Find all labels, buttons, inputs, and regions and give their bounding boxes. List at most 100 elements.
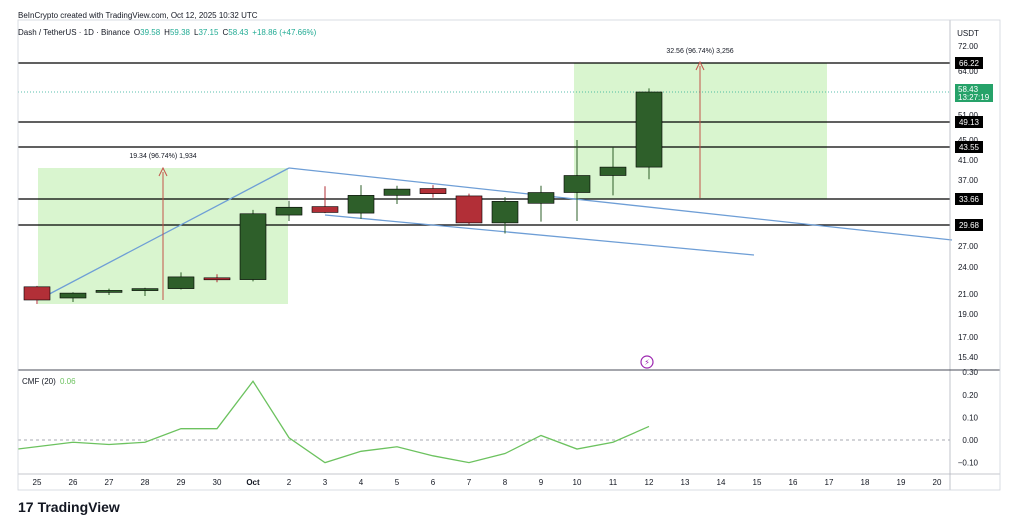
time-tick-9: 4 bbox=[359, 478, 364, 487]
price-tick-1: 64.00 bbox=[958, 67, 979, 76]
time-tick-2: 27 bbox=[105, 478, 114, 487]
level-badge-2 bbox=[955, 141, 983, 153]
lightning-icon: ⚡ bbox=[644, 358, 650, 367]
time-tick-14: 9 bbox=[539, 478, 544, 487]
currency-label: USDT bbox=[957, 29, 979, 38]
time-tick-15: 10 bbox=[573, 478, 582, 487]
ohlc-high: H59.38 bbox=[164, 28, 190, 37]
level-badge-text-0: 66.22 bbox=[959, 59, 980, 68]
time-tick-20: 15 bbox=[753, 478, 762, 487]
candle-0 bbox=[23, 285, 51, 304]
candle-5 bbox=[203, 274, 231, 283]
candle-body bbox=[167, 276, 195, 289]
time-tick-0: 25 bbox=[33, 478, 42, 487]
candle-14 bbox=[527, 185, 555, 222]
candle-body bbox=[347, 195, 375, 214]
cmf-line bbox=[17, 380, 650, 464]
price-tick-7: 24.00 bbox=[958, 263, 979, 272]
time-tick-4: 29 bbox=[177, 478, 186, 487]
candle-15 bbox=[563, 140, 591, 221]
time-tick-5: 30 bbox=[213, 478, 222, 487]
cmf-tick-4: −0.10 bbox=[958, 459, 979, 468]
candle-9 bbox=[347, 185, 375, 219]
level-badge-text-1: 49.13 bbox=[959, 118, 980, 127]
candle-body bbox=[203, 277, 231, 281]
candle-body bbox=[599, 166, 627, 176]
tradingview-logo[interactable]: 17 TradingView bbox=[18, 499, 120, 515]
time-tick-21: 16 bbox=[789, 478, 798, 487]
price-tick-5: 37.00 bbox=[958, 176, 979, 185]
candle-8 bbox=[311, 186, 339, 214]
level-badge-text-4: 29.68 bbox=[959, 221, 980, 230]
time-tick-8: 3 bbox=[323, 478, 328, 487]
price-tick-2: 51.00 bbox=[958, 111, 979, 120]
ohlc-open: O39.58 bbox=[133, 28, 161, 37]
ohlc-low: L37.15 bbox=[193, 28, 219, 37]
candle-body bbox=[563, 175, 591, 193]
candle-body bbox=[383, 188, 411, 196]
candle-2 bbox=[95, 288, 123, 295]
candle-body bbox=[131, 288, 159, 291]
level-badge-3 bbox=[955, 193, 983, 205]
cmf-value: 0.06 bbox=[60, 377, 76, 386]
candle-body bbox=[59, 292, 87, 299]
candle-7 bbox=[275, 200, 303, 221]
candle-body bbox=[455, 195, 483, 224]
cmf-tick-3: 0.00 bbox=[962, 436, 978, 445]
cmf-pane: CMF (20) 0.06 0.30 0.20 0.10 0.00 −0.10 bbox=[17, 368, 979, 468]
level-badge-0 bbox=[955, 57, 983, 69]
price-tick-4: 41.00 bbox=[958, 156, 979, 165]
measure-label-2: 32.56 (96.74%) 3,256 bbox=[666, 48, 733, 55]
price-tick-11: 15.40 bbox=[958, 353, 979, 362]
price-tick-9: 19.00 bbox=[958, 310, 979, 319]
chart-frame bbox=[17, 19, 1001, 491]
time-tick-12: 7 bbox=[467, 478, 472, 487]
trend-line-lower bbox=[324, 214, 755, 256]
candle-body bbox=[527, 192, 555, 204]
candle-16 bbox=[599, 147, 627, 196]
support-resistance-lines bbox=[18, 62, 950, 226]
candle-10 bbox=[383, 185, 411, 204]
candle-11 bbox=[419, 185, 447, 198]
time-tick-19: 14 bbox=[717, 478, 726, 487]
level-badge-4 bbox=[955, 219, 983, 231]
time-axis: 25 26 27 28 29 30 Oct 2 3 4 5 6 7 8 9 10 11 12 13 14 15 16 17 1… bbox=[33, 478, 942, 487]
current-price-badge bbox=[955, 84, 993, 102]
time-tick-7: 2 bbox=[287, 478, 292, 487]
time-tick-25: 20 bbox=[933, 478, 942, 487]
cmf-tick-0: 0.30 bbox=[962, 368, 978, 377]
time-tick-17: 12 bbox=[645, 478, 654, 487]
candle-3 bbox=[131, 287, 159, 296]
time-tick-6: Oct bbox=[246, 478, 260, 487]
candle-6 bbox=[239, 209, 267, 282]
cmf-tick-2: 0.10 bbox=[962, 413, 978, 422]
measure-arrowhead-1 bbox=[158, 166, 168, 177]
current-price-countdown: 13:27:19 bbox=[958, 93, 990, 102]
event-marker-icon bbox=[640, 355, 654, 369]
time-tick-10: 5 bbox=[395, 478, 400, 487]
candles bbox=[23, 88, 663, 304]
cmf-tick-1: 0.20 bbox=[962, 391, 978, 400]
candle-body bbox=[491, 201, 519, 224]
candle-1 bbox=[59, 292, 87, 302]
cmf-name: CMF (20) bbox=[22, 377, 56, 386]
price-axis: 72.00 64.00 51.00 45.00 41.00 37.00 27.00 24.00… bbox=[640, 29, 993, 369]
candle-17 bbox=[635, 88, 663, 180]
level-badge-1 bbox=[955, 116, 983, 128]
candle-12 bbox=[455, 193, 483, 225]
trend-line-upper bbox=[288, 167, 953, 241]
measure-arrowhead-2 bbox=[695, 60, 705, 71]
measure-label-1: 19.34 (96.74%) 1,934 bbox=[129, 153, 196, 160]
tradingview-logo-icon: 17 bbox=[18, 499, 34, 515]
symbol-title[interactable]: Dash / TetherUS · 1D · Binance bbox=[18, 28, 130, 37]
time-tick-18: 13 bbox=[681, 478, 690, 487]
time-tick-11: 6 bbox=[431, 478, 436, 487]
chart-border bbox=[17, 19, 1001, 491]
ohlc-change: +18.86 (+47.66%) bbox=[252, 28, 317, 37]
time-tick-16: 11 bbox=[609, 478, 618, 487]
time-tick-13: 8 bbox=[503, 478, 508, 487]
time-tick-22: 17 bbox=[825, 478, 834, 487]
time-tick-24: 19 bbox=[897, 478, 906, 487]
chart-credit: BeInCrypto created with TradingView.com,… bbox=[18, 11, 258, 20]
